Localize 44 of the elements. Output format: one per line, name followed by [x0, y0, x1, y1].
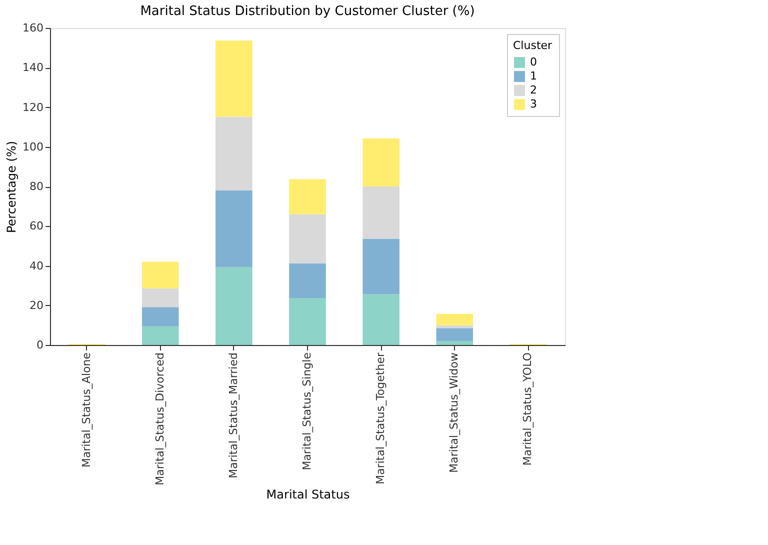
bar [289, 263, 326, 298]
y-tick-label: 80 [30, 180, 44, 193]
bar [216, 40, 252, 117]
x-axis-title: Marital Status [266, 487, 350, 502]
bar [362, 294, 400, 345]
legend-label: 1 [530, 70, 537, 82]
bar [142, 326, 179, 345]
x-tick-label: Marital_Status_YOLO [521, 352, 534, 466]
legend-label: 2 [530, 84, 537, 96]
bar [436, 325, 474, 328]
bar [216, 116, 252, 190]
bar [142, 262, 179, 288]
legend-label: 3 [530, 98, 537, 110]
bar [436, 314, 474, 326]
bar [289, 214, 326, 264]
y-tick-label: 60 [30, 220, 44, 233]
y-axis-title: Percentage (%) [4, 140, 19, 234]
bar [142, 307, 179, 326]
legend-title: Cluster [513, 39, 553, 52]
bar [436, 328, 474, 342]
bar [216, 190, 252, 268]
y-tick-label: 20 [30, 298, 44, 312]
bar [362, 138, 400, 186]
bar [436, 341, 474, 345]
legend-label: 0 [530, 56, 537, 68]
bar [216, 267, 252, 345]
x-tick-label: Marital_Status_Married [226, 352, 240, 478]
bar [289, 179, 326, 214]
x-tick-label: Marital_Status_Divorced [153, 352, 166, 486]
y-tick-label: 0 [36, 338, 44, 352]
x-tick-label: Marital_Status_Single [300, 352, 314, 470]
x-tick-label: Marital_Status_Together [374, 352, 388, 484]
bar [362, 186, 400, 239]
y-tick-label: 100 [22, 140, 44, 154]
y-tick-label: 120 [22, 100, 44, 114]
y-tick-label: 40 [30, 259, 44, 272]
x-tick-label: Marital_Status_Alone [80, 352, 93, 468]
x-tick-label: Marital_Status_Widow [448, 352, 461, 473]
bar [362, 238, 400, 294]
bar [289, 298, 326, 345]
y-tick-label: 140 [22, 61, 44, 74]
y-tick-label: 160 [22, 22, 44, 34]
chart-title: Marital Status Distribution by Customer Cluster (%) [140, 4, 475, 19]
bar [142, 288, 179, 308]
